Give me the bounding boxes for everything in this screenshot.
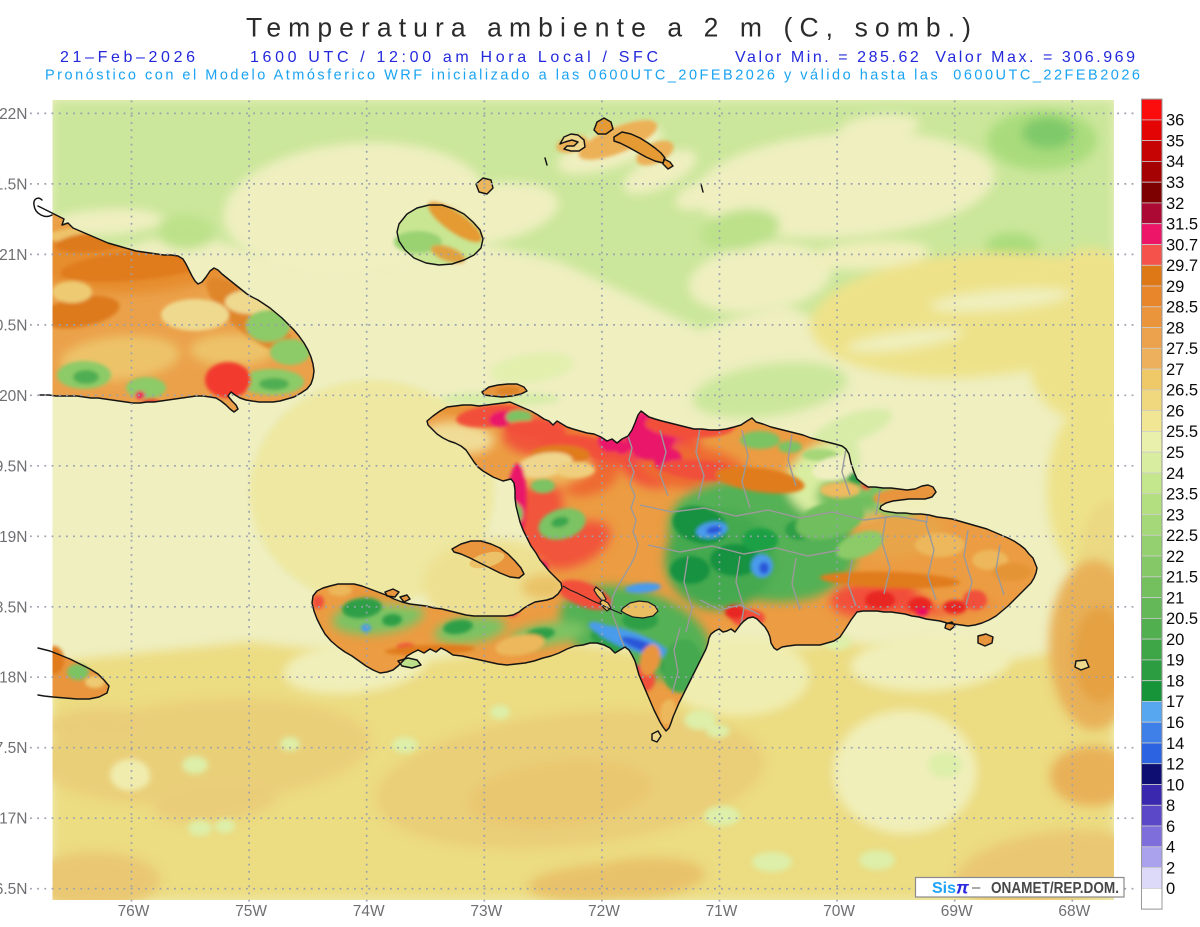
svg-text:0: 0 — [1166, 880, 1175, 898]
svg-text:12: 12 — [1166, 756, 1184, 774]
svg-text:33: 33 — [1166, 174, 1184, 192]
svg-text:31.5: 31.5 — [1166, 216, 1198, 234]
svg-text:26: 26 — [1166, 402, 1184, 420]
svg-text:6: 6 — [1166, 818, 1175, 836]
svg-text:68W: 68W — [1058, 903, 1090, 920]
svg-text:27.5: 27.5 — [1166, 340, 1198, 358]
svg-text:71W: 71W — [706, 903, 738, 920]
svg-text:32: 32 — [1166, 195, 1184, 213]
svg-text:28: 28 — [1166, 319, 1184, 337]
svg-text:35: 35 — [1166, 132, 1184, 150]
svg-text:20: 20 — [1166, 631, 1184, 649]
svg-text:27: 27 — [1166, 361, 1184, 379]
svg-text:26.5: 26.5 — [1166, 382, 1198, 400]
svg-text:10: 10 — [1166, 776, 1184, 794]
svg-text:29: 29 — [1166, 278, 1184, 296]
svg-text:21N: 21N — [0, 247, 28, 264]
svg-text:8.5N: 8.5N — [0, 599, 28, 616]
svg-text:18N: 18N — [0, 670, 28, 687]
svg-text:21–Feb–2026: 21–Feb–2026 — [60, 49, 195, 66]
svg-text:2: 2 — [1166, 859, 1175, 877]
svg-text:20.5: 20.5 — [1166, 610, 1198, 628]
svg-text:Valor Min. = 285.62 Valor Max: Valor Min. = 285.62 Valor Max. = 306.969 — [735, 49, 1135, 66]
svg-text:22N: 22N — [0, 106, 28, 123]
svg-text:21: 21 — [1166, 589, 1184, 607]
svg-text:8: 8 — [1166, 797, 1175, 815]
svg-text:16: 16 — [1166, 714, 1184, 732]
svg-text:23: 23 — [1166, 506, 1184, 524]
svg-text:29.7: 29.7 — [1166, 257, 1198, 275]
svg-text:9.5N: 9.5N — [0, 458, 28, 475]
svg-text:Sis: Sis — [932, 880, 956, 897]
svg-text:19N: 19N — [0, 529, 28, 546]
svg-text:ONAMET/REP.DOM.: ONAMET/REP.DOM. — [991, 880, 1119, 897]
svg-text:34: 34 — [1166, 153, 1184, 171]
svg-text:25.5: 25.5 — [1166, 423, 1198, 441]
svg-text:20N: 20N — [0, 388, 28, 405]
svg-text:17N: 17N — [0, 811, 28, 828]
svg-text:25: 25 — [1166, 444, 1184, 462]
svg-text:1.5N: 1.5N — [0, 176, 28, 193]
svg-text:74W: 74W — [353, 903, 385, 920]
svg-text:76W: 76W — [118, 903, 150, 920]
svg-text:π: π — [956, 878, 969, 898]
svg-text:36: 36 — [1166, 112, 1184, 130]
svg-text:72W: 72W — [588, 903, 620, 920]
svg-text:21.5: 21.5 — [1166, 569, 1198, 587]
svg-text:7.5N: 7.5N — [0, 740, 28, 757]
svg-text:22: 22 — [1166, 548, 1184, 566]
svg-text:17: 17 — [1166, 693, 1184, 711]
svg-text:6.5N: 6.5N — [0, 881, 28, 898]
svg-text:28.5: 28.5 — [1166, 299, 1198, 317]
svg-text:30.7: 30.7 — [1166, 236, 1198, 254]
svg-text:19: 19 — [1166, 652, 1184, 670]
svg-text:0.5N: 0.5N — [0, 317, 28, 334]
svg-text:22.5: 22.5 — [1166, 527, 1198, 545]
svg-text:4: 4 — [1166, 839, 1175, 857]
svg-text:69W: 69W — [941, 903, 973, 920]
svg-text:14: 14 — [1166, 735, 1184, 753]
svg-text:–: – — [972, 879, 981, 896]
svg-text:70W: 70W — [823, 903, 855, 920]
svg-text:23.5: 23.5 — [1166, 486, 1198, 504]
svg-text:18: 18 — [1166, 673, 1184, 691]
svg-text:24: 24 — [1166, 465, 1184, 483]
svg-text:Pronóstico con el Modelo Atmós: Pronóstico con el Modelo Atmósferico WRF… — [45, 68, 1140, 84]
svg-text:75W: 75W — [235, 903, 267, 920]
svg-text:73W: 73W — [470, 903, 502, 920]
